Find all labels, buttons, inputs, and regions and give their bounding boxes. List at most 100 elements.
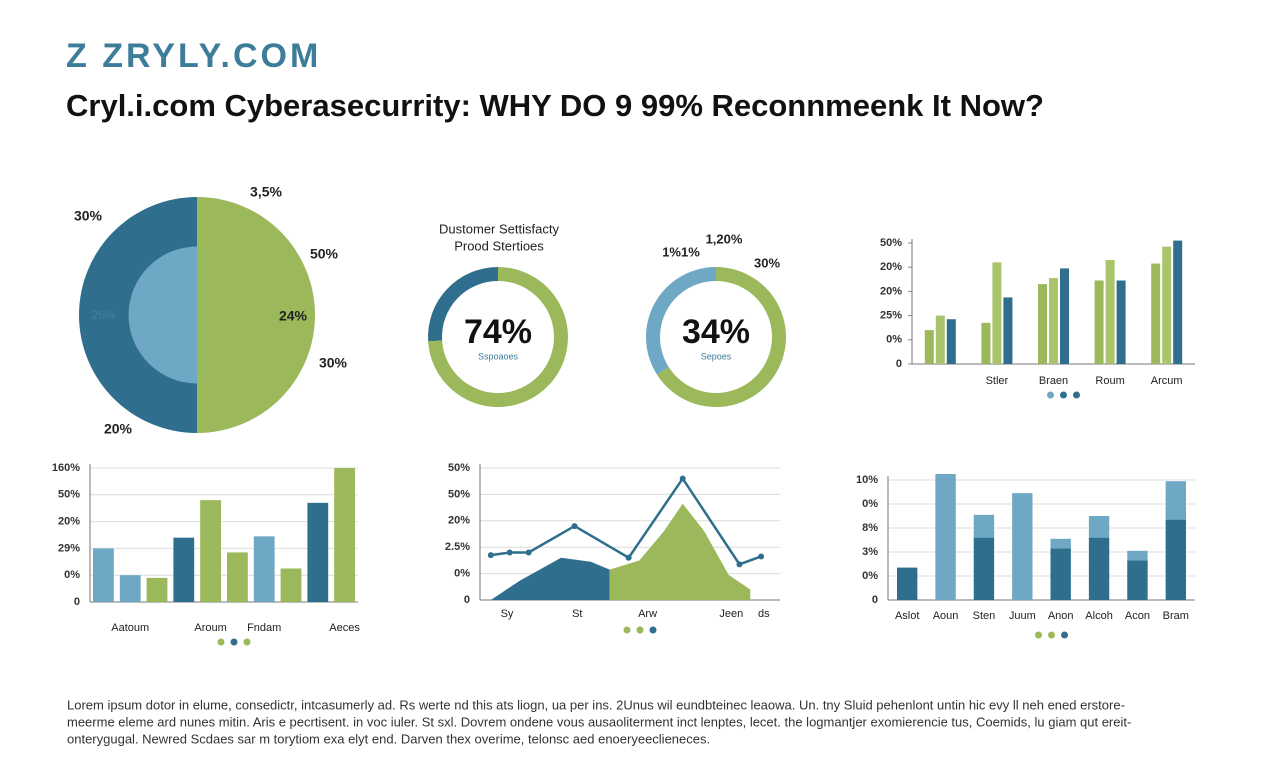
donut-value: 34% <box>682 313 750 351</box>
y-tick-label: 50% <box>58 489 80 501</box>
bar <box>992 262 1002 364</box>
y-tick-label: 0% <box>862 498 878 510</box>
x-tick-label: Jeen <box>719 608 743 620</box>
bar <box>1038 284 1047 364</box>
point <box>758 553 765 560</box>
bar <box>1060 268 1069 364</box>
bar <box>924 330 934 364</box>
legend-dot <box>1061 631 1068 639</box>
point <box>736 561 743 568</box>
bar-segment <box>897 567 918 600</box>
bar <box>173 537 195 602</box>
donut-track <box>428 267 498 342</box>
x-tick-label: Sten <box>973 610 996 622</box>
annotation: 30% <box>754 255 780 270</box>
point <box>679 475 686 482</box>
point <box>625 554 632 561</box>
bar <box>307 502 329 602</box>
page-title: Cryl.i.com Cyberasecurrity: WHY DO 9 99%… <box>66 88 1044 123</box>
annotation: 1%1% <box>662 244 700 259</box>
x-tick-label: Arcum <box>1151 375 1183 387</box>
point <box>506 549 513 556</box>
bar <box>946 319 956 364</box>
bar-segment <box>973 537 995 600</box>
donut-title: Dustomer Settisfacty <box>439 221 559 236</box>
annotation: 3,5% <box>250 184 282 200</box>
y-tick-label: 3% <box>862 546 878 558</box>
annotation: 20% <box>104 421 133 437</box>
legend-dot <box>1060 391 1067 399</box>
annotation: 25% <box>92 308 116 322</box>
y-tick-label: 0% <box>862 570 878 582</box>
x-tick-label: Aslot <box>895 610 919 622</box>
y-tick-label: 50% <box>880 237 902 249</box>
bar-segment <box>1088 537 1110 600</box>
legend-dot <box>636 626 644 634</box>
bar <box>253 536 275 602</box>
donut-value: 74% <box>464 313 532 351</box>
annotation: 1,20% <box>706 231 743 246</box>
x-tick-label: Bram <box>1163 610 1189 622</box>
y-tick-label: 0 <box>74 596 80 608</box>
x-tick-label: Roum <box>1095 375 1124 387</box>
bar-segment <box>935 474 956 600</box>
x-tick-label: Braen <box>1039 375 1068 387</box>
y-tick-label: 20% <box>880 285 902 297</box>
footer-line: meerme eleme ard nunes mitin. Aris e pec… <box>67 714 1131 729</box>
legend-dot <box>623 626 631 634</box>
bar <box>1162 246 1172 364</box>
x-tick-label: Stler <box>986 375 1009 387</box>
annotation: 30% <box>319 355 348 371</box>
legend-dot <box>217 638 225 646</box>
bar <box>1105 259 1115 364</box>
bar <box>1094 280 1104 364</box>
legend-dot <box>230 638 238 646</box>
legend-dot <box>649 626 657 634</box>
x-tick-label: St <box>572 608 582 620</box>
x-tick-label: Acon <box>1125 610 1150 622</box>
x-tick-label: Aatoum <box>111 622 149 634</box>
bar <box>1151 263 1161 364</box>
x-tick-label: Juum <box>1009 610 1036 622</box>
y-tick-label: 50% <box>448 462 470 474</box>
y-tick-label: 0 <box>464 594 470 606</box>
footer-line: onterygugal. Newred Scdaes sar m torytio… <box>67 731 710 746</box>
point <box>525 549 532 556</box>
footer-line: Lorem ipsum dotor in elume, consedictr, … <box>67 697 1125 712</box>
area <box>609 503 751 600</box>
bar <box>935 315 945 364</box>
donut-caption: Sepoes <box>701 351 732 361</box>
bar <box>200 500 221 602</box>
x-tick-label: Aeces <box>329 622 360 634</box>
y-tick-label: 160% <box>52 462 80 474</box>
pie-hole <box>128 246 197 384</box>
bar <box>93 548 114 602</box>
y-tick-label: 20% <box>880 261 902 273</box>
annotation: 30% <box>74 208 103 224</box>
bar-segment <box>1050 538 1071 549</box>
annotation: 24% <box>279 308 308 324</box>
donut-caption: Sspoaoes <box>478 351 519 361</box>
bar <box>227 552 248 602</box>
x-tick-label: Anon <box>1048 610 1074 622</box>
point <box>487 552 494 559</box>
y-tick-label: 0 <box>896 358 902 370</box>
pie-slice <box>197 197 315 433</box>
area <box>490 557 610 600</box>
donut-arc <box>646 267 716 375</box>
bar-segment <box>1165 519 1186 600</box>
x-tick-label: Arw <box>638 608 657 620</box>
y-tick-label: 0% <box>64 569 80 581</box>
y-tick-label: 10% <box>856 474 878 486</box>
legend-dot <box>1073 391 1080 399</box>
bar-segment <box>973 514 995 538</box>
annotation: 50% <box>310 246 339 262</box>
legend-dot <box>243 638 251 646</box>
bar <box>119 575 141 602</box>
bar <box>1049 278 1058 364</box>
bar <box>1003 297 1013 364</box>
point <box>571 523 578 530</box>
y-tick-label: 20% <box>448 515 470 527</box>
